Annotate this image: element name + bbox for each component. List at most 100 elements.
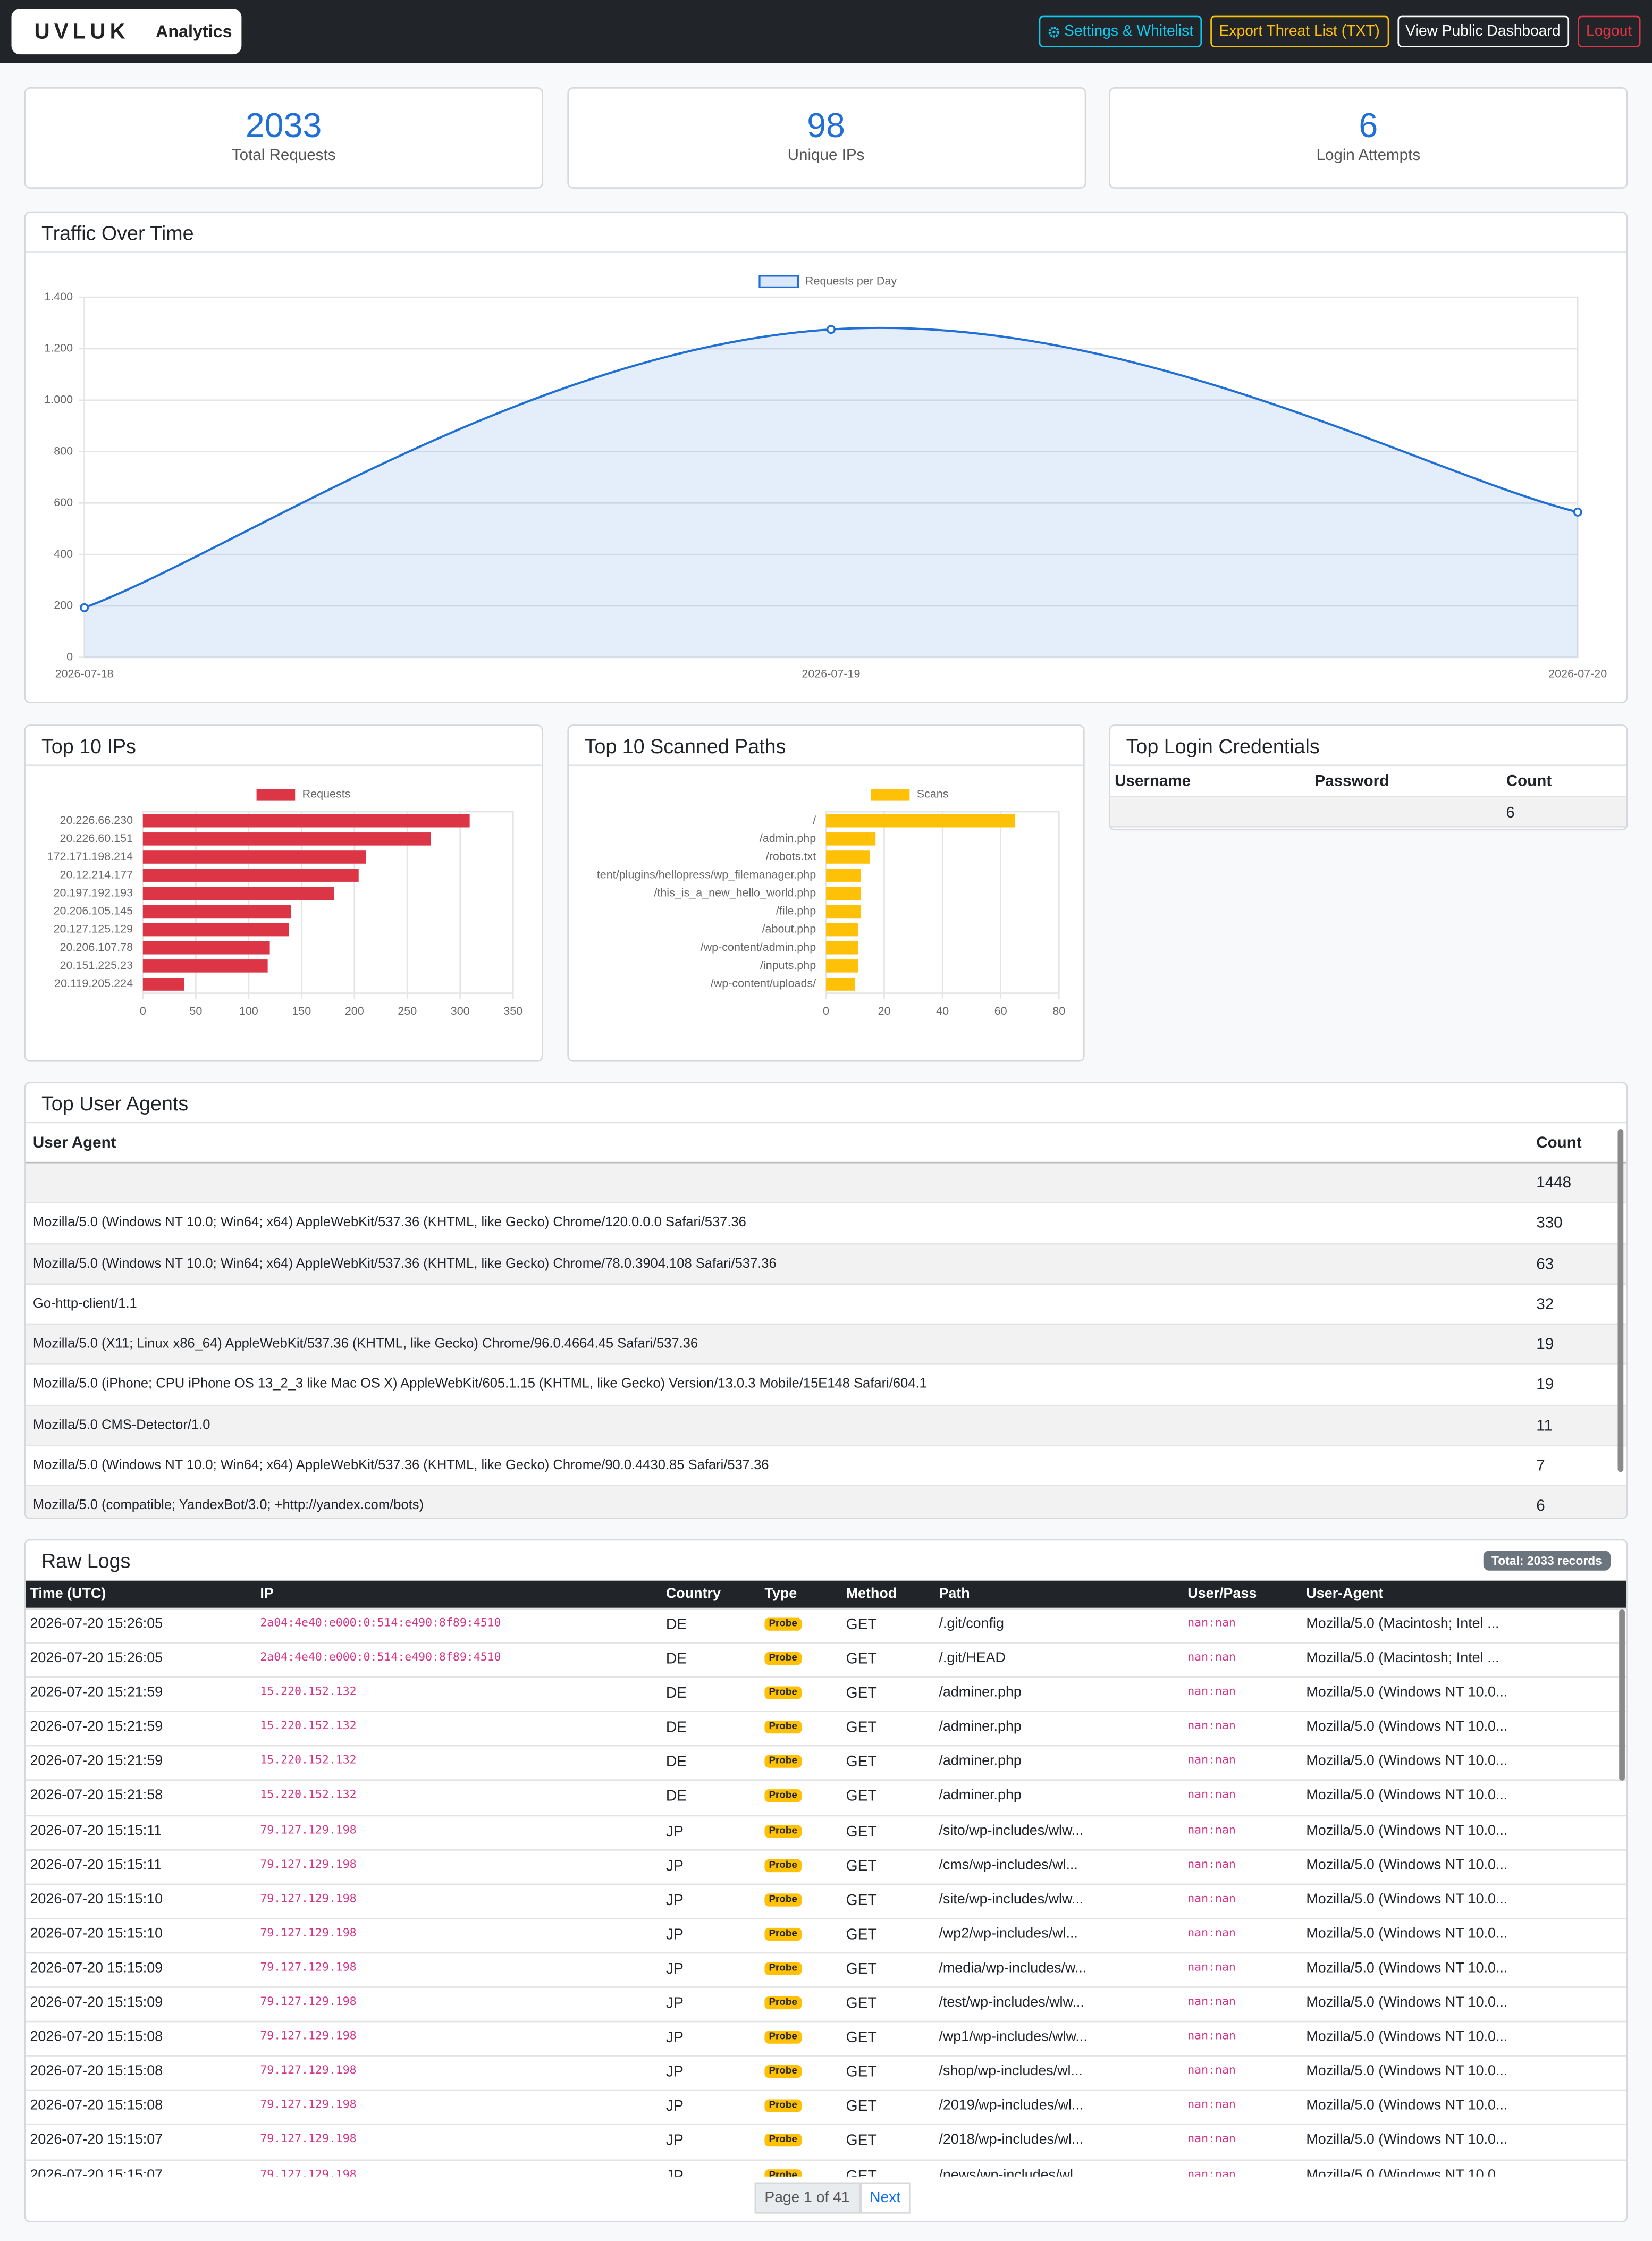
table-row: 2026-07-20 15:15:08 79.127.129.198 JP Probe… — [26, 2057, 1626, 2092]
table-cell: 6 — [1536, 1498, 1545, 1515]
table-cell: 2026-07-20 15:15:11 — [30, 1857, 162, 1873]
table-cell: 79.127.129.198 — [260, 2063, 357, 2077]
next-link[interactable]: Next — [859, 2182, 911, 2214]
column-header: Method — [846, 1586, 897, 1602]
table-cell: Mozilla/5.0 (Windows NT 10.0... — [1306, 1788, 1508, 1805]
table-cell: Mozilla/5.0 (Windows NT 10.0... — [1306, 1754, 1508, 1770]
table-cell: GET — [846, 1823, 877, 1840]
table-cell: nan:nan — [1187, 2029, 1236, 2043]
column-header: Username — [1115, 773, 1191, 790]
table-cell: Probe — [764, 2031, 802, 2044]
table-cell: /media/wp-includes/w... — [939, 1960, 1087, 1977]
table-header: Time (UTC) IP Country Type Method Path User/Pa… — [26, 1580, 1626, 1610]
column-header: Time (UTC) — [30, 1586, 106, 1602]
column-header: Type — [764, 1586, 797, 1602]
table-cell: 2026-07-20 15:15:08 — [30, 2063, 163, 2080]
brand-title: Analytics — [156, 21, 232, 41]
table-cell: nan:nan — [1187, 1685, 1236, 1698]
table-cell: Probe — [764, 1652, 802, 1665]
nav-button[interactable]: View Public Dashboard — [1397, 15, 1569, 47]
table-cell: /wp1/wp-includes/wlw... — [939, 2029, 1088, 2045]
stat-label: Total Requests — [231, 147, 336, 165]
table-cell: GET — [846, 1960, 877, 1978]
table-cell: 2026-07-20 15:21:58 — [30, 1788, 163, 1805]
table-cell: JP — [665, 2098, 684, 2116]
table-row: Mozilla/5.0 CMS-Detector/1.0 11 — [26, 1405, 1626, 1447]
table-cell: DE — [665, 1685, 687, 1703]
table-cell: 2026-07-20 15:21:59 — [30, 1685, 163, 1701]
table-row: 2026-07-20 15:15:07 79.127.129.198 JP Probe… — [26, 2126, 1626, 2160]
table-cell: Mozilla/5.0 (Windows NT 10.0... — [1306, 1823, 1508, 1839]
table-cell: GET — [846, 1892, 877, 1909]
table-cell: 2026-07-20 15:21:59 — [30, 1720, 163, 1735]
table-row: Go-http-client/1.1 32 — [26, 1285, 1626, 1325]
table-cell: 79.127.129.198 — [260, 1926, 357, 1940]
table-cell: 2026-07-20 15:26:05 — [30, 1616, 163, 1632]
table-cell: 7 — [1536, 1458, 1545, 1475]
table-cell: Probe — [764, 1858, 802, 1872]
table-cell: DE — [665, 1720, 687, 1737]
column-header: Count — [1536, 1134, 1582, 1152]
table-cell: 79.127.129.198 — [260, 1960, 357, 1974]
table-cell: JP — [665, 1960, 684, 1978]
stat-card: 98 Unique IPs — [567, 87, 1085, 189]
card-title: Top Login Credentials — [1110, 726, 1626, 766]
table-cell: 63 — [1536, 1256, 1554, 1273]
table-cell: Probe — [764, 2134, 802, 2147]
nav-button[interactable]: Settings & Whitelist — [1038, 15, 1202, 47]
chart-card: Traffic Over Time — [24, 211, 1628, 703]
table-cell: nan:nan — [1187, 2098, 1236, 2111]
table-cell: /adminer.php — [939, 1788, 1022, 1805]
table-cell: nan:nan — [1187, 1788, 1236, 1801]
table-cell: nan:nan — [1187, 1754, 1236, 1767]
card-title: Raw Logs — [41, 1549, 131, 1572]
table-row: 2026-07-20 15:21:58 15.220.152.132 DE Probe… — [26, 1781, 1626, 1816]
table-cell: GET — [846, 1995, 877, 2012]
table-cell: GET — [846, 1616, 877, 1634]
nav-button[interactable]: Export Threat List (TXT) — [1210, 15, 1388, 47]
table-cell: GET — [846, 1720, 877, 1737]
table-row: 2026-07-20 15:21:59 15.220.152.132 DE Probe… — [26, 1747, 1626, 1782]
raw-logs-card: Raw Logs Total: 2033 records Time (UTC) IP C… — [24, 1539, 1628, 2222]
table-cell: Mozilla/5.0 (Windows NT 10.0... — [1306, 1720, 1508, 1735]
card-title: Top 10 Scanned Paths — [569, 726, 1083, 766]
table-cell: DE — [665, 1788, 687, 1806]
table-cell: 15.220.152.132 — [260, 1685, 357, 1698]
table-cell: nan:nan — [1187, 1720, 1236, 1733]
nav-buttons: Settings & Whitelist Export Threat List (… — [1038, 15, 1641, 47]
table-cell: 15.220.152.132 — [260, 1788, 357, 1801]
table-cell: Mozilla/5.0 (Windows NT 10.0... — [1306, 1926, 1508, 1942]
table-cell: JP — [665, 2029, 684, 2047]
table-cell: Mozilla/5.0 (Windows NT 10.0; Win64; x64… — [32, 1256, 777, 1271]
nav-button[interactable]: Logout — [1577, 15, 1641, 47]
table-cell: Go-http-client/1.1 — [32, 1296, 137, 1312]
table-cell: /shop/wp-includes/wl... — [939, 2063, 1083, 2080]
logo-box: UVLUK Analytics — [11, 9, 242, 55]
table-cell: /2018/wp-includes/wl... — [939, 2133, 1084, 2149]
table-cell: Probe — [764, 1927, 802, 1941]
table-cell: 79.127.129.198 — [260, 1857, 357, 1871]
button-label: Logout — [1586, 23, 1632, 40]
table-row: 2026-07-20 15:15:08 79.127.129.198 JP Probe… — [26, 2091, 1626, 2126]
table-cell: 79.127.129.198 — [260, 1892, 357, 1905]
table-cell: 2a04:4e40:e000:0:514:e490:8f89:4510 — [260, 1650, 501, 1664]
table-cell: /.git/config — [939, 1616, 1004, 1632]
stat-value: 98 — [807, 107, 845, 146]
table-cell: 330 — [1536, 1215, 1563, 1233]
table-cell: Probe — [764, 1721, 802, 1734]
table-cell: 6 — [1506, 804, 1515, 822]
table-cell: 79.127.129.198 — [260, 2098, 357, 2111]
table-cell: 19 — [1536, 1377, 1554, 1394]
table-cell: Probe — [764, 1687, 802, 1700]
table-cell: Mozilla/5.0 (Windows NT 10.0... — [1306, 1892, 1508, 1908]
table-cell: GET — [846, 2133, 877, 2150]
table-cell: Probe — [764, 1790, 802, 1803]
table-cell: DE — [665, 1650, 687, 1668]
total-badge: Total: 2033 records — [1482, 1551, 1611, 1571]
table-cell: nan:nan — [1187, 1650, 1236, 1664]
table-cell: 79.127.129.198 — [260, 2029, 357, 2043]
table-cell: 79.127.129.198 — [260, 2167, 357, 2177]
table-row: Mozilla/5.0 (Windows NT 10.0; Win64; x64… — [26, 1244, 1626, 1285]
table-header: User Agent Count — [26, 1123, 1626, 1164]
